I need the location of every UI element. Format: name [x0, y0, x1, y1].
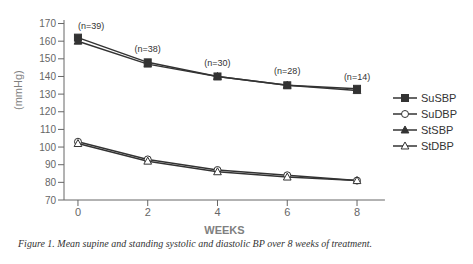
html-text:StSBP: StSBP	[420, 124, 454, 136]
svg-text:160: 160	[39, 36, 56, 47]
svg-text:150: 150	[39, 53, 56, 64]
html-text:StDBP: StDBP	[420, 140, 454, 152]
svg-text:WEEKS: WEEKS	[204, 224, 244, 236]
svg-text:130: 130	[39, 89, 56, 100]
svg-text:80: 80	[45, 177, 57, 188]
svg-text:6: 6	[284, 206, 290, 218]
svg-text:(n=38): (n=38)	[135, 44, 161, 54]
svg-text:110: 110	[40, 124, 56, 135]
svg-text:170: 170	[39, 18, 56, 29]
svg-text:(n=30): (n=30)	[204, 58, 230, 68]
svg-text:70: 70	[45, 195, 57, 206]
svg-text:90: 90	[45, 159, 57, 170]
svg-text:140: 140	[39, 71, 56, 82]
svg-text:(n=14): (n=14)	[344, 72, 370, 82]
svg-text:8: 8	[354, 206, 360, 218]
svg-text:(n=28): (n=28)	[274, 66, 300, 76]
html-text:SuSBP: SuSBP	[420, 92, 457, 104]
svg-text:120: 120	[39, 106, 56, 117]
svg-text:0: 0	[75, 206, 81, 218]
svg-text:(n=39): (n=39)	[78, 21, 104, 31]
svg-text:4: 4	[214, 206, 220, 218]
html-text:Figure 1. Mean supine and stan: Figure 1. Mean supine and standing systo…	[18, 238, 372, 249]
svg-text:100: 100	[39, 142, 56, 153]
svg-text:(mmHg): (mmHg)	[12, 70, 24, 110]
html-text:SuDBP: SuDBP	[420, 108, 457, 120]
svg-text:2: 2	[145, 206, 151, 218]
